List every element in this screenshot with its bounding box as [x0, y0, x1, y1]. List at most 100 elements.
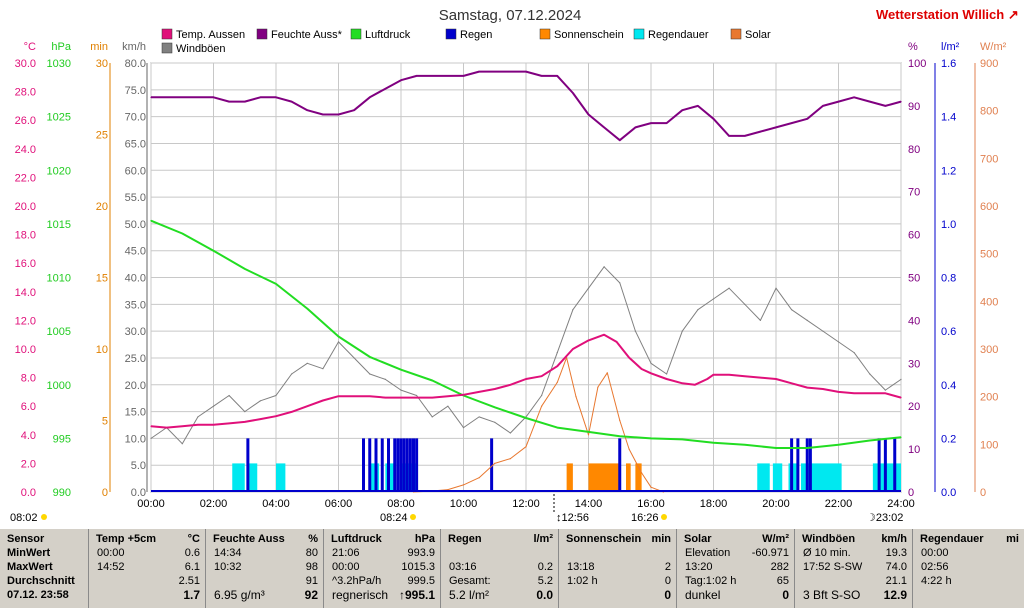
temperature-series-point: [616, 341, 618, 343]
rain-duration-bar: [872, 463, 901, 492]
stats-column-wind: Windböen km/h Ø 10 min. 19.3 17:52 S-SW 74.0 2…: [794, 529, 913, 608]
temperature-series-point: [462, 394, 465, 396]
pressure-series-point: [150, 220, 152, 222]
moon-marker-time: ☽23:02: [866, 512, 903, 524]
sun-marker-icon: [410, 514, 416, 520]
wind-gust-series-point: [650, 362, 652, 364]
rain-duration-bar: [385, 463, 395, 492]
pressure-series-point: [775, 447, 777, 449]
pressure-axis-unit: hPa: [51, 41, 71, 53]
stats-header-unit: %: [308, 533, 318, 545]
wind-axis-tick: 15.0: [125, 407, 146, 419]
temperature-series-point: [369, 395, 371, 397]
stats-header-label: Feuchte Auss: [213, 533, 285, 545]
temp-axis-tick: 4.0: [21, 430, 36, 442]
stats-cell-left: 00:00: [97, 547, 125, 559]
rain-bar: [402, 438, 406, 492]
solar-series-point: [478, 477, 480, 479]
humidity-series-point: [337, 113, 340, 116]
stats-header: Luftdruck hPa: [324, 533, 441, 546]
temp-axis-tick: 24.0: [15, 144, 36, 156]
stats-column-druck: Luftdruck hPa 21:06 993.9 00:00 1015.3 ^3.2hPa…: [323, 529, 441, 608]
wind-gust-series-point: [759, 319, 761, 321]
humidity-series-point: [462, 75, 465, 77]
temperature-series-point: [150, 425, 152, 427]
stats-cell-left: 17:52 S-SW: [803, 561, 863, 573]
rain-bar: [805, 438, 809, 492]
stats-header-label: Sensor: [7, 533, 45, 545]
temperature-series-point: [884, 392, 886, 394]
stats-row: 21:06 993.9: [324, 547, 441, 560]
temperature-series-point: [603, 334, 605, 336]
noon-marker-time: ↕12:56: [556, 512, 589, 524]
x-tick-label: 12:00: [512, 498, 540, 510]
rain-bar: [790, 438, 794, 492]
legend-swatch: [350, 28, 362, 40]
humidity-series-point: [650, 122, 652, 124]
sunshine-axis-tick: 30: [96, 58, 108, 70]
wind-axis-tick: 60.0: [125, 165, 146, 177]
stats-cell-left: dunkel: [685, 588, 721, 602]
humidity-series-point: [728, 135, 730, 137]
stats-header-label: Luftdruck: [331, 533, 382, 545]
stats-cell-left: 03:16: [449, 561, 477, 573]
solar-axis-tick: 800: [980, 106, 998, 118]
stats-row: 91: [206, 575, 324, 588]
temperature-series-point: [384, 397, 386, 399]
x-tick-label: 00:00: [137, 498, 165, 510]
stats-column-temp: Temp +5cm °C 00:00 0.6 14:52 6.1 2.51 1.7: [88, 529, 206, 608]
temperature-series-point: [322, 399, 324, 402]
pressure-axis-tick: 1010: [47, 273, 71, 285]
temp-axis-tick: 10.0: [15, 344, 36, 356]
humidity-series-point: [525, 70, 527, 73]
wind-gust-series-point: [666, 373, 668, 375]
temp-axis-tick: 18.0: [15, 230, 36, 242]
humidity-series-point: [759, 131, 761, 133]
stats-cell-value: 12.9: [883, 588, 907, 602]
legend-swatch: [256, 28, 268, 40]
humidity-axis-tick: 50: [908, 273, 920, 285]
legend-label: Regendauer: [648, 29, 709, 41]
solar-axis-tick: 500: [980, 249, 998, 261]
humidity-series-point: [259, 96, 261, 98]
wind-gust-series-point: [775, 287, 777, 289]
solar-axis-tick: 200: [980, 392, 998, 404]
pressure-series-point: [337, 335, 340, 338]
stats-row: 03:16 0.2: [441, 561, 559, 574]
solar-series-point: [525, 446, 527, 448]
humidity-series-point: [744, 135, 746, 137]
sunset-time: 16:26: [631, 512, 659, 524]
wind-gust-series-point: [337, 341, 340, 343]
wind-gust-series-point: [603, 266, 605, 268]
temperature-series-point: [666, 378, 668, 380]
pressure-series-point: [837, 444, 840, 446]
wind-gust-series: [150, 266, 902, 445]
stats-header-unit: hPa: [414, 533, 435, 545]
humidity-series-point: [369, 96, 371, 98]
humidity-series-point: [837, 101, 840, 103]
solar-axis-tick: 300: [980, 344, 998, 356]
sunshine-bar: [635, 463, 642, 492]
solar-series-line: [413, 357, 664, 493]
wind-gust-series-point: [353, 357, 355, 359]
stats-cell-left: 6.95 g/m³: [214, 588, 265, 602]
stats-row: ^3.2hPa/h 999.5: [324, 575, 441, 588]
humidity-axis-unit: %: [908, 41, 918, 53]
wind-axis-tick: 35.0: [125, 299, 146, 311]
sunshine-bar: [626, 463, 631, 492]
stats-row: 02:56: [913, 561, 1024, 574]
wind-gust-series-point: [181, 443, 183, 445]
wind-axis-tick: 30.0: [125, 326, 146, 338]
temperature-series-point: [556, 365, 558, 367]
stats-header: Regen l/m²: [441, 533, 559, 546]
stats-header-unit: min: [651, 533, 671, 545]
stats-header-label: Solar: [684, 533, 712, 545]
temperature-series-point: [641, 368, 643, 370]
rain-bar: [490, 438, 494, 492]
stats-row: MaxWert: [0, 561, 88, 574]
wind-gust-series-point: [275, 394, 277, 397]
stats-cell-left: 13:18: [567, 561, 595, 573]
humidity-series-point: [884, 105, 886, 107]
temperature-series-point: [869, 392, 871, 394]
humidity-series-point: [775, 126, 777, 128]
